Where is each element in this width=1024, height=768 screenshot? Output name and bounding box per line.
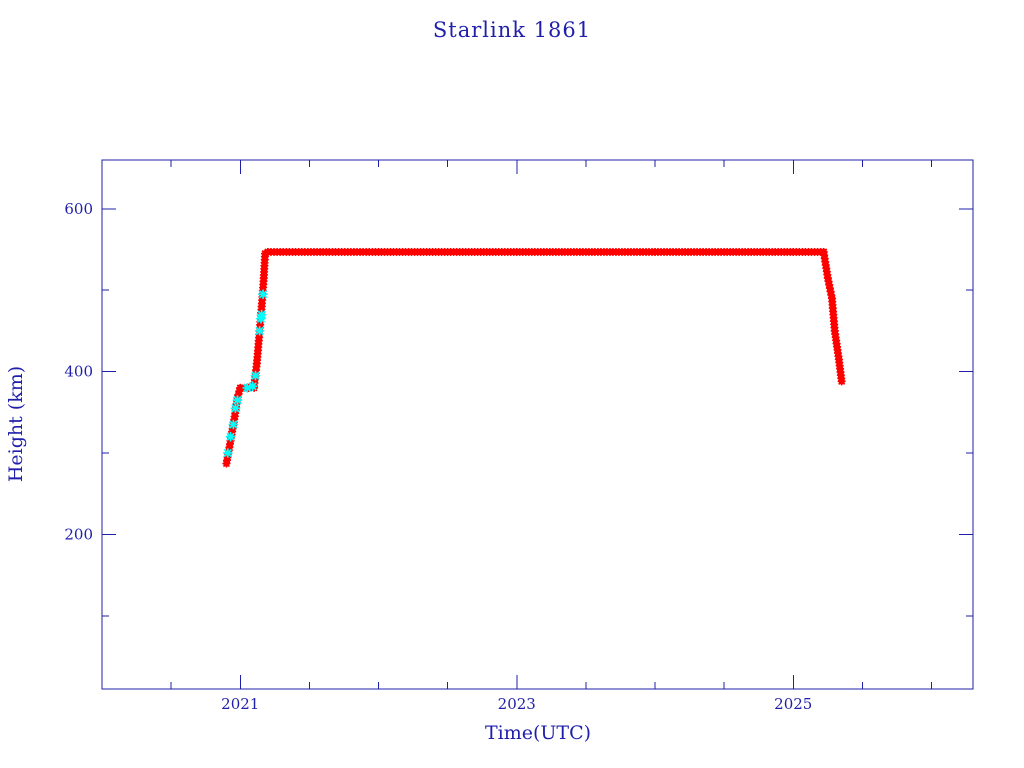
highlight-point	[228, 419, 239, 430]
highlight-point	[222, 448, 233, 458]
highlight-point	[254, 326, 265, 336]
axis-tick-labels: 200 400 600 2021 2023 2025	[64, 200, 812, 713]
highlight-point	[232, 395, 243, 405]
highlight-point	[225, 431, 236, 442]
highlight-point	[247, 381, 258, 392]
x-tick-label: 2021	[221, 695, 259, 713]
y-axis-title: Height (km)	[5, 366, 27, 482]
plot-frame	[101, 159, 974, 690]
height-series-highlight	[222, 289, 268, 458]
highlight-point	[256, 309, 267, 320]
y-tick-label: 400	[64, 363, 93, 381]
y-tick-label: 200	[64, 525, 93, 543]
x-tick-label: 2023	[498, 695, 536, 713]
x-axis-title: Time(UTC)	[485, 722, 591, 744]
highlight-point	[230, 403, 241, 414]
height-series-main	[222, 247, 846, 468]
height-trace	[251, 248, 827, 390]
y-tick-label: 600	[64, 200, 93, 218]
highlight-point	[250, 370, 261, 381]
plot-border	[101, 159, 974, 690]
height-point	[837, 377, 846, 386]
axis-ticks	[101, 160, 973, 689]
x-tick-label: 2025	[774, 695, 812, 713]
chart-title: Starlink 1861	[433, 18, 591, 42]
highlight-point	[258, 289, 268, 300]
